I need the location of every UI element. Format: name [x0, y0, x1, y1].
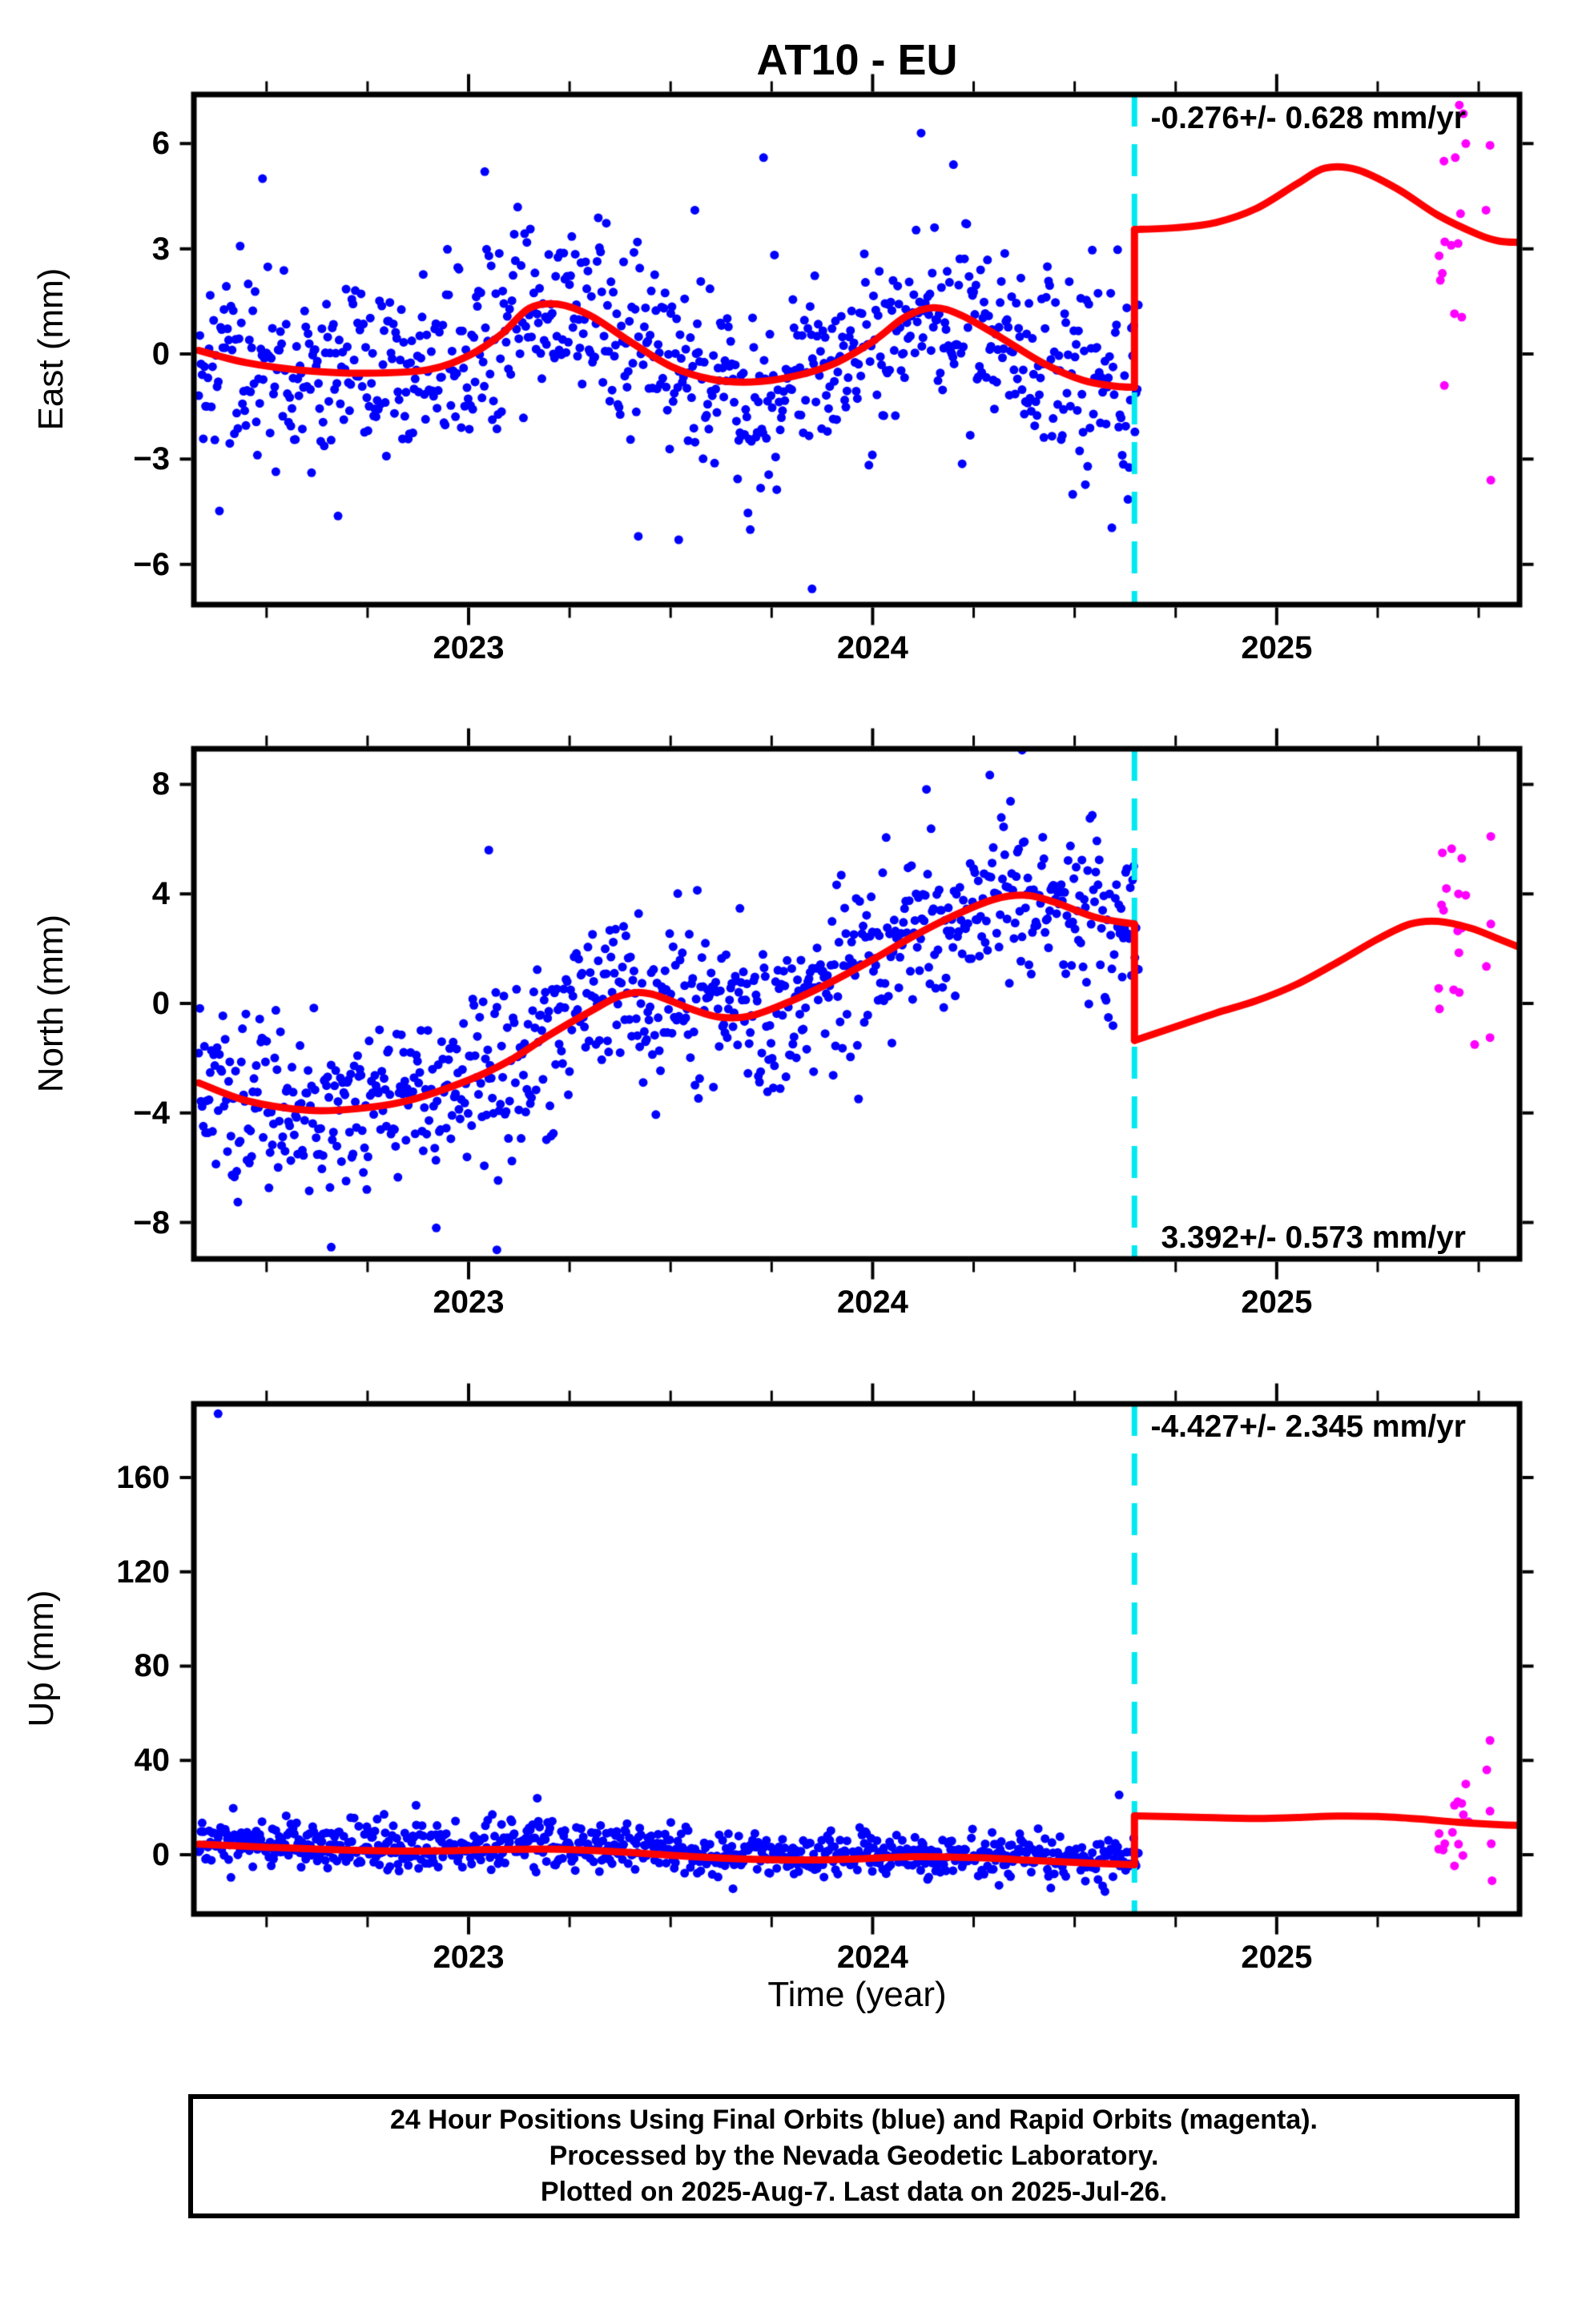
y-tick-label: 0: [151, 1837, 170, 1873]
x-tick-label: 2024: [836, 1285, 908, 1320]
y-tick-label: −4: [133, 1095, 170, 1131]
velocity-annotation-up: -4.427+/- 2.345 mm/yr: [1150, 1409, 1466, 1444]
y-tick-label: 3: [151, 231, 170, 267]
y-tick-label: −6: [133, 546, 170, 582]
y-tick-label: 160: [116, 1459, 170, 1495]
y-tick-label: 120: [116, 1554, 170, 1590]
x-tick-label: 2023: [433, 630, 505, 665]
y-tick-label: −3: [133, 441, 170, 477]
y-tick-label: −8: [133, 1204, 170, 1240]
velocity-annotation-north: 3.392+/- 0.573 mm/yr: [1161, 1220, 1466, 1255]
x-tick-label: 2025: [1241, 1940, 1313, 1975]
y-tick-label: 6: [151, 126, 170, 162]
caption-line: Plotted on 2025-Aug-7. Last data on 2025…: [540, 2177, 1168, 2207]
y-tick-label: 40: [134, 1743, 171, 1779]
x-axis-label: Time (year): [767, 1975, 947, 2014]
x-tick-label: 2023: [433, 1285, 505, 1320]
caption-line: Processed by the Nevada Geodetic Laborat…: [549, 2141, 1159, 2171]
caption-line: 24 Hour Positions Using Final Orbits (bl…: [390, 2105, 1318, 2135]
x-tick-label: 2024: [836, 630, 908, 665]
page-title: AT10 - EU: [756, 36, 958, 84]
y-tick-label: 0: [151, 336, 170, 372]
y-tick-label: 8: [151, 766, 170, 802]
x-tick-label: 2025: [1241, 1285, 1313, 1320]
x-tick-label: 2025: [1241, 630, 1313, 665]
y-tick-label: 4: [151, 876, 170, 912]
velocity-annotation-east: -0.276+/- 0.628 mm/yr: [1150, 101, 1466, 135]
caption-box: 24 Hour Positions Using Final Orbits (bl…: [188, 2094, 1520, 2218]
y-tick-label: 0: [151, 985, 170, 1021]
y-tick-label: 80: [134, 1648, 171, 1684]
x-tick-label: 2023: [433, 1940, 505, 1975]
x-tick-label: 2024: [836, 1940, 908, 1975]
